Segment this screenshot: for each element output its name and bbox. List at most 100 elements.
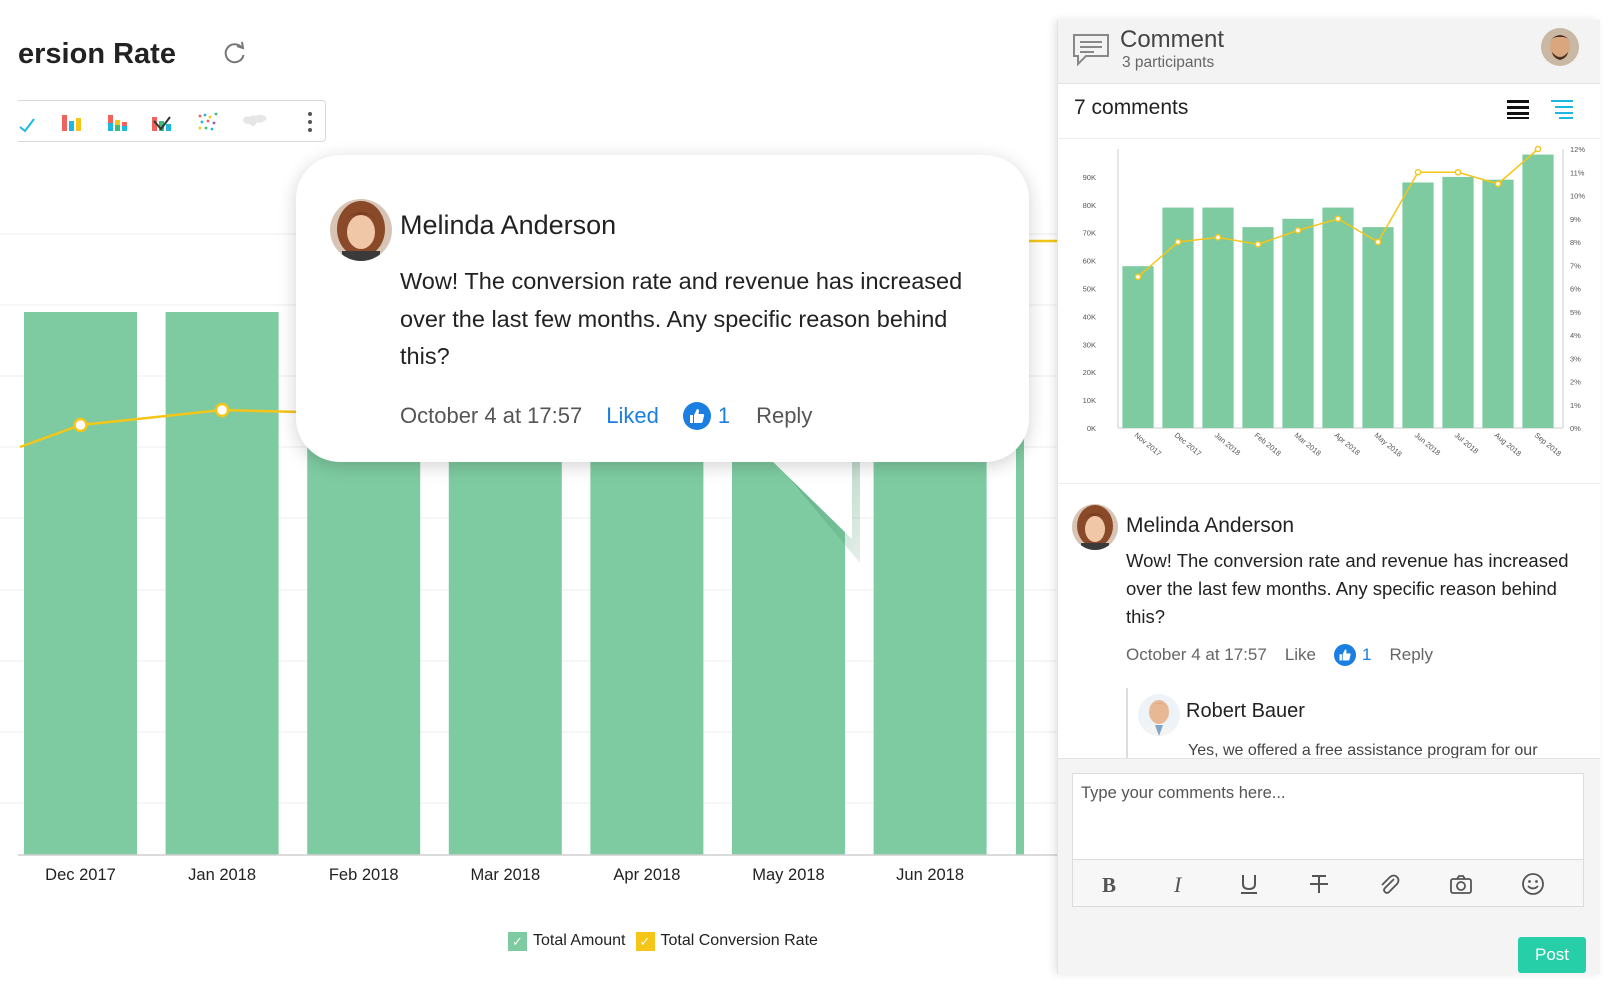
legend-item-conversion-rate[interactable]: ✓ Total Conversion Rate xyxy=(635,931,818,951)
attachment-icon[interactable] xyxy=(1377,872,1401,896)
line-point xyxy=(1214,234,1222,241)
y-tick-label: 2% xyxy=(1570,378,1581,387)
bar xyxy=(1242,227,1274,428)
comment-panel: Comment 3 participants 7 comments 0K 10K 2… xyxy=(1057,20,1600,974)
line-point xyxy=(1494,180,1502,188)
legend-checkbox-amount[interactable]: ✓ xyxy=(508,931,527,951)
x-tick-label: Sep 2018 xyxy=(1533,431,1563,459)
line-point xyxy=(214,402,230,418)
reply-text: Yes, we offered a free assistance progra… xyxy=(1188,742,1538,759)
line-point xyxy=(1334,215,1342,223)
comment-icon xyxy=(1073,34,1109,67)
line-point xyxy=(1454,168,1462,176)
bar xyxy=(1442,176,1474,428)
main-chart-area: Dec 2017 Jan 2018 Feb 2018 Mar 2018 Apr 2018… xyxy=(0,38,1066,951)
avatar xyxy=(1138,694,1180,736)
line-point xyxy=(73,417,88,433)
x-tick-label: Aug 2018 xyxy=(1493,431,1523,459)
comment-author: Melinda Anderson xyxy=(400,210,617,240)
y-tick-label: 7% xyxy=(1570,261,1581,270)
map-icon[interactable] xyxy=(240,111,270,133)
comment-bubble: Melinda Anderson Wow! The conversion rat… xyxy=(296,155,1029,462)
underline-icon[interactable] xyxy=(1237,872,1261,896)
bar xyxy=(1016,236,1024,855)
svg-text:B: B xyxy=(1102,873,1116,896)
comment-composer: B I xyxy=(1058,758,1600,974)
report-title: ersion Rate xyxy=(18,38,176,70)
bar xyxy=(1282,218,1314,428)
y-tick-label: 90K xyxy=(1083,173,1096,182)
comment-text: Wow! The conversion rate and revenue has… xyxy=(400,268,963,369)
y-tick-label: 3% xyxy=(1570,354,1581,363)
main-chart: Dec 2017 Jan 2018 Feb 2018 Mar 2018 Apr 2018… xyxy=(0,233,1066,884)
thread-view-icon[interactable] xyxy=(1550,98,1574,120)
bubble-tail xyxy=(770,455,860,563)
y-tick-label: 8% xyxy=(1570,238,1581,247)
x-tick-label: Jan 2018 xyxy=(1213,431,1242,458)
x-tick-label: Mar 2018 xyxy=(470,866,540,884)
y-tick-label: 12% xyxy=(1570,145,1585,154)
comment-input[interactable] xyxy=(1072,773,1584,859)
like-count: 1 xyxy=(1362,645,1372,664)
x-tick-label: Jan 2018 xyxy=(188,866,256,884)
camera-icon[interactable] xyxy=(1449,872,1473,896)
bar xyxy=(165,312,279,855)
liked-link[interactable]: Liked xyxy=(606,403,659,428)
like-link[interactable]: Like xyxy=(1284,645,1317,664)
x-tick-label: May 2018 xyxy=(1373,431,1404,459)
line-point xyxy=(1254,241,1262,248)
y-tick-label: 0K xyxy=(1087,424,1096,433)
line-point xyxy=(1534,145,1542,153)
y-tick-label: 4% xyxy=(1570,331,1581,340)
series-line xyxy=(19,408,301,449)
chart-thumbnail: 0K 10K 20K 30K 40K 50K 60K 70K 80K 90K 0% 1% 2% 3% 4% 5… xyxy=(1058,138,1600,484)
y-tick-label: 10K xyxy=(1083,396,1096,405)
bar xyxy=(1202,207,1234,428)
bar xyxy=(1322,207,1354,428)
legend-item-total-amount[interactable]: ✓ Total Amount xyxy=(508,931,626,951)
chart-type-toolbar xyxy=(18,100,326,142)
x-tick-label: Jun 2018 xyxy=(1413,431,1442,458)
scatter-icon[interactable] xyxy=(196,111,220,133)
reply-thread-line xyxy=(1126,688,1128,758)
y-tick-label: 9% xyxy=(1570,215,1581,224)
list-view-icon[interactable] xyxy=(1506,98,1530,120)
comment-author: Melinda Anderson xyxy=(1126,514,1295,537)
reply-link[interactable]: Reply xyxy=(1389,645,1433,664)
y-tick-label: 6% xyxy=(1570,285,1581,294)
line-point xyxy=(1414,168,1422,176)
y-tick-label: 1% xyxy=(1570,401,1581,410)
reply-link[interactable]: Reply xyxy=(756,403,813,428)
refresh-icon[interactable] xyxy=(222,40,248,66)
x-tick-label: Mar 2018 xyxy=(1293,431,1323,458)
line-point xyxy=(1294,227,1302,234)
line-point xyxy=(1374,238,1382,246)
avatar xyxy=(1072,504,1118,550)
thumbs-up-icon xyxy=(682,402,711,430)
bold-icon[interactable]: B xyxy=(1097,872,1121,896)
waterfall-icon[interactable] xyxy=(150,111,174,133)
more-icon[interactable] xyxy=(305,109,315,135)
bar xyxy=(1362,227,1394,428)
bar-chart-icon[interactable] xyxy=(60,111,84,133)
x-tick-label: Apr 2018 xyxy=(1333,431,1362,457)
bar xyxy=(1402,182,1434,428)
y-tick-label: 40K xyxy=(1083,312,1096,321)
formatting-toolbar: B I xyxy=(1072,859,1584,907)
stacked-bar-icon[interactable] xyxy=(106,111,130,133)
italic-icon[interactable]: I xyxy=(1167,872,1191,896)
participants-count: 3 participants xyxy=(1122,54,1215,71)
line-chart-icon[interactable] xyxy=(18,111,42,133)
post-button[interactable]: Post xyxy=(1518,937,1586,973)
like-count: 1 xyxy=(717,403,731,428)
y-tick-label: 30K xyxy=(1083,340,1096,349)
comments-count: 7 comments xyxy=(1074,96,1189,119)
comment-text: Wow! The conversion rate and revenue has… xyxy=(1126,550,1569,627)
mini-chart: 0K 10K 20K 30K 40K 50K 60K 70K 80K 90K 0% 1% 2% 3% 4% 5… xyxy=(1083,145,1586,459)
strikethrough-icon[interactable] xyxy=(1307,872,1331,896)
y-tick-label: 20K xyxy=(1083,368,1096,377)
panel-title: Comment xyxy=(1120,26,1225,53)
legend-checkbox-rate[interactable]: ✓ xyxy=(635,931,655,951)
emoji-icon[interactable] xyxy=(1521,872,1545,896)
user-avatar[interactable] xyxy=(1541,28,1579,66)
